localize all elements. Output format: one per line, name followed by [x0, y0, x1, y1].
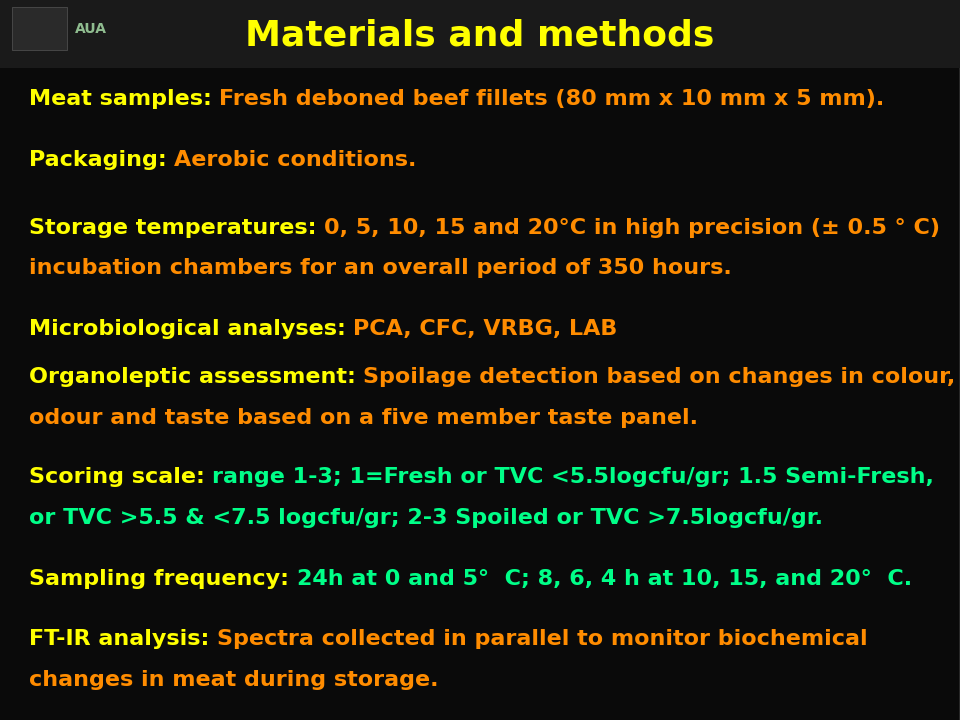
Text: FT-IR analysis:: FT-IR analysis: [29, 629, 217, 649]
Text: changes in meat during storage.: changes in meat during storage. [29, 670, 439, 690]
Text: Scoring scale:: Scoring scale: [29, 467, 212, 487]
Text: Microbiological analyses:: Microbiological analyses: [29, 319, 353, 339]
Bar [0, 0, 960, 68]
Text: Spoilage detection based on changes in colour,: Spoilage detection based on changes in c… [364, 367, 955, 387]
Text: Meat samples:: Meat samples: [29, 89, 220, 109]
Text: Materials and methods: Materials and methods [246, 19, 714, 53]
Text: AUA: AUA [75, 22, 107, 36]
Text: Sampling frequency:: Sampling frequency: [29, 569, 297, 589]
Text: Fresh deboned beef fillets (80 mm x 10 mm x 5 mm).: Fresh deboned beef fillets (80 mm x 10 m… [220, 89, 885, 109]
Text: 0, 5, 10, 15 and 20°C in high precision (± 0.5 ° C): 0, 5, 10, 15 and 20°C in high precision … [324, 217, 940, 238]
Text: or TVC >5.5 & <7.5 logcfu/gr; 2-3 Spoiled or TVC >7.5logcfu/gr.: or TVC >5.5 & <7.5 logcfu/gr; 2-3 Spoile… [29, 508, 823, 528]
Text: Spectra collected in parallel to monitor biochemical: Spectra collected in parallel to monitor… [217, 629, 868, 649]
Text: Aerobic conditions.: Aerobic conditions. [175, 150, 417, 170]
Text: incubation chambers for an overall period of 350 hours.: incubation chambers for an overall perio… [29, 258, 732, 278]
Bar [12, 7, 67, 50]
Text: range 1-3; 1=Fresh or TVC <5.5logcfu/gr; 1.5 Semi-Fresh,: range 1-3; 1=Fresh or TVC <5.5logcfu/gr;… [212, 467, 934, 487]
Text: odour and taste based on a five member taste panel.: odour and taste based on a five member t… [29, 408, 698, 428]
Text: Storage temperatures:: Storage temperatures: [29, 217, 324, 238]
Text: PCA, CFC, VRBG, LAB: PCA, CFC, VRBG, LAB [353, 319, 618, 339]
Text: Packaging:: Packaging: [29, 150, 175, 170]
Text: Organoleptic assessment:: Organoleptic assessment: [29, 367, 364, 387]
Text: 24h at 0 and 5°  C; 8, 6, 4 h at 10, 15, and 20°  C.: 24h at 0 and 5° C; 8, 6, 4 h at 10, 15, … [297, 569, 912, 589]
